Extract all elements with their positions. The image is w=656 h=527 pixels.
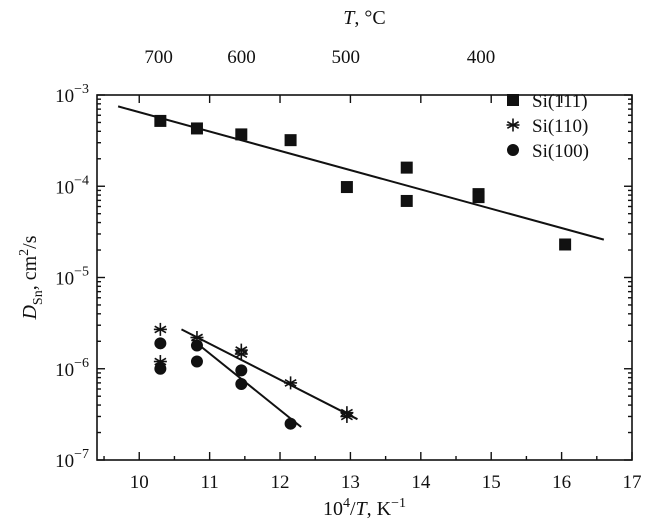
data-point-si111	[559, 238, 572, 251]
top-axis-title: T, °C	[343, 7, 385, 29]
data-point-si100	[235, 364, 248, 377]
legend-label-si110: Si(110)	[532, 116, 588, 137]
y-tick-label: 10−5	[55, 265, 89, 290]
data-point-si111	[154, 114, 167, 127]
x-axis-title: 104/T, K−1	[323, 496, 406, 520]
fit-line-si110	[181, 328, 358, 421]
legend-marker-si100	[507, 144, 519, 156]
y-tick-label: 10−4	[55, 173, 89, 198]
top-tick-label: 600	[227, 47, 256, 68]
legend-label-si100: Si(100)	[532, 141, 589, 162]
x-tick-label: 11	[200, 472, 218, 493]
top-tick-label: 700	[144, 47, 173, 68]
data-point-si111	[284, 134, 297, 147]
fit-lines	[117, 105, 605, 428]
data-point-si111	[235, 128, 248, 141]
y-tick-label: 10−6	[55, 356, 89, 381]
axis-titles: 700 600 500 400 T, °C 104/T, K−1 DSn, cm2/s	[17, 7, 495, 520]
data-point-si100	[154, 337, 167, 350]
legend: Si(111) Si(110) Si(100)	[506, 91, 589, 162]
y-axis-title: DSn, cm2/s	[17, 235, 46, 320]
data-point-si110	[234, 347, 248, 361]
legend-marker-si111	[507, 94, 519, 106]
x-tick-label: 12	[271, 472, 290, 493]
data-marks	[153, 114, 572, 430]
data-point-si100	[190, 339, 203, 352]
x-tick-label: 14	[411, 472, 431, 493]
data-point-si111	[472, 191, 485, 204]
top-tick-label: 500	[332, 47, 361, 68]
data-point-si110	[340, 409, 354, 423]
data-point-si111	[400, 194, 413, 207]
data-point-si111	[400, 161, 413, 174]
y-tick-label: 10−3	[55, 82, 89, 107]
x-tick-label: 17	[623, 472, 642, 493]
x-tick-label: 10	[130, 472, 149, 493]
x-tick-label: 15	[482, 472, 501, 493]
x-tick-label: 13	[341, 472, 360, 493]
data-point-si100	[154, 362, 167, 375]
x-tick-label: 16	[552, 472, 571, 493]
data-point-si100	[235, 378, 248, 391]
axis-ticks: 10 11 12 13 14 15 16 17 10−7 10−6 10−5 10−4 10−3	[55, 82, 641, 493]
top-tick-label: 400	[467, 47, 496, 68]
y-tick-label: 10−7	[55, 447, 89, 472]
data-point-si110	[284, 376, 298, 390]
data-point-si100	[190, 355, 203, 368]
data-point-si111	[190, 122, 203, 135]
data-point-si100	[284, 417, 297, 430]
legend-marker-si110	[506, 118, 520, 132]
data-point-si111	[340, 181, 353, 194]
data-point-si110	[153, 322, 167, 336]
legend-label-si111: Si(111)	[532, 91, 588, 112]
